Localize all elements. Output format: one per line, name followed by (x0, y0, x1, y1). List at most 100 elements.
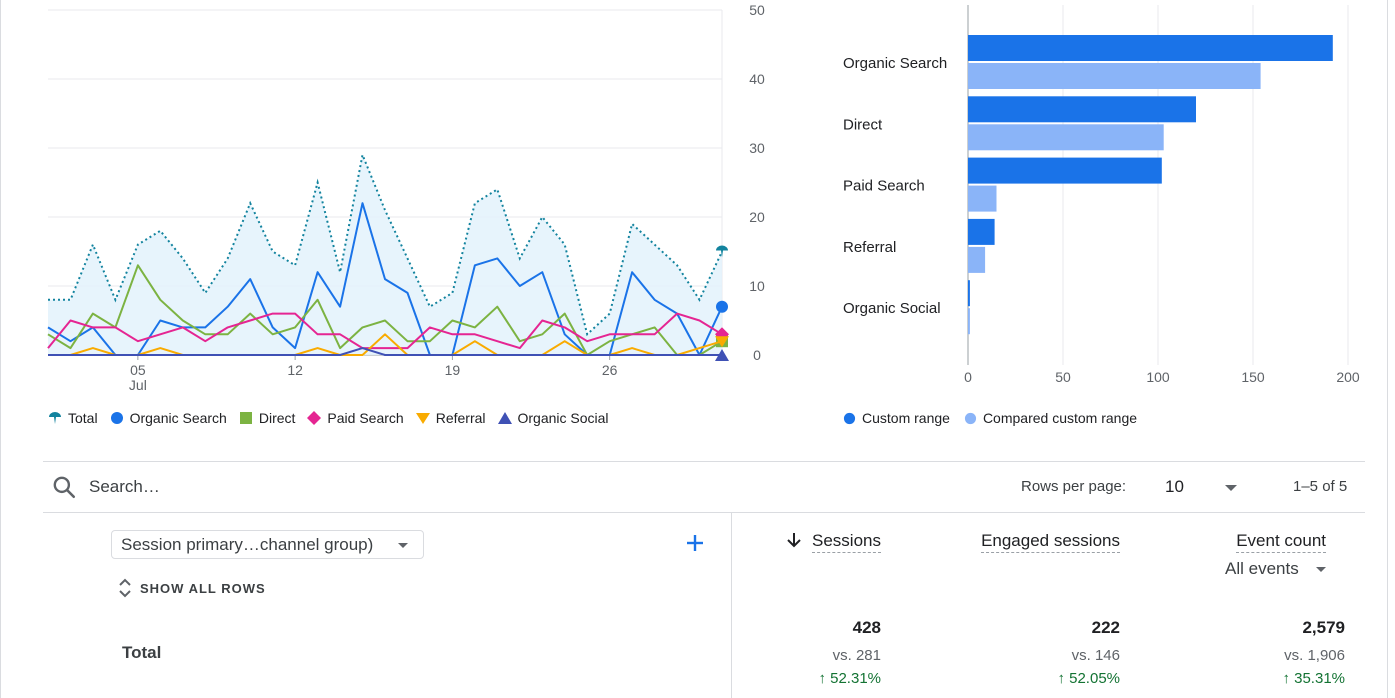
sessions-header-label: Sessions (812, 531, 881, 553)
rows-per-page-select[interactable]: 10 (1165, 477, 1184, 496)
series-end-marker (716, 245, 728, 258)
bar-compared[interactable] (968, 308, 970, 335)
legend-item-organic-search[interactable]: Organic Search (110, 410, 227, 426)
x-tick-label: 05 (130, 362, 146, 378)
legend-label: Paid Search (327, 410, 404, 426)
rows-per-page-label: Rows per page: (1021, 478, 1127, 495)
search-input[interactable] (89, 477, 389, 497)
legend-item-direct[interactable]: Direct (239, 410, 296, 426)
table-column-divider (731, 513, 732, 698)
legend-marker-icon (49, 412, 61, 424)
legend-label: Referral (435, 410, 486, 426)
engaged-sessions-total-value: 222 (1091, 618, 1120, 637)
category-label: Organic Social (843, 300, 941, 317)
bar-compared[interactable] (968, 124, 1164, 151)
series-end-marker (715, 336, 729, 348)
arrow-up-icon: ↑ (1057, 670, 1070, 687)
dimension-select[interactable]: Session primary…channel group) (111, 530, 424, 559)
bar-custom[interactable] (968, 157, 1162, 184)
event-count-total-value: 2,579 (1302, 618, 1345, 637)
bar-compared[interactable] (968, 185, 997, 212)
x-tick-label: 100 (1146, 369, 1170, 385)
category-label: Direct (843, 116, 883, 133)
total-row-label: Total (122, 643, 162, 662)
x-tick-label: 50 (1055, 369, 1071, 385)
caret-down-icon[interactable] (1224, 484, 1238, 492)
y-tick-label: 40 (749, 71, 765, 87)
show-all-rows-button[interactable]: SHOW ALL ROWS (118, 578, 266, 598)
column-header-engaged-sessions[interactable]: Engaged sessions (960, 531, 1120, 553)
arrow-down-icon (787, 533, 801, 548)
legend-label: Organic Search (129, 410, 227, 426)
legend-label: Compared custom range (982, 410, 1138, 426)
sessions-change-value: 52.31% (830, 670, 881, 687)
x-tick-label: 150 (1241, 369, 1265, 385)
legend-item-referral[interactable]: Referral (415, 410, 486, 426)
legend-item-custom-range[interactable]: Custom range (843, 410, 950, 426)
category-label: Paid Search (843, 178, 925, 195)
series-line-paid-search (47, 312, 723, 350)
legend-marker-icon (307, 411, 322, 425)
x-tick-label: 200 (1336, 369, 1360, 385)
event-filter-select[interactable]: All events (1225, 559, 1327, 579)
x-tick-label: Jul (129, 377, 147, 393)
legend-label: Custom range (862, 410, 950, 426)
event-count-header-label: Event count (1236, 531, 1326, 553)
bar-custom[interactable] (968, 280, 970, 307)
legend-label: Direct (258, 410, 296, 426)
x-tick-label: 19 (445, 362, 461, 378)
x-tick-label: 12 (287, 362, 303, 378)
category-label: Referral (843, 239, 896, 256)
event-count-compare-value: vs. 1,906 (1284, 647, 1345, 664)
caret-down-icon (398, 543, 408, 548)
legend-item-paid-search[interactable]: Paid Search (307, 410, 404, 426)
legend-marker-icon (843, 412, 856, 424)
column-header-sessions[interactable]: Sessions (786, 531, 881, 553)
legend-item-organic-social[interactable]: Organic Social (497, 410, 609, 426)
y-tick-label: 30 (749, 140, 765, 156)
y-tick-label: 50 (749, 2, 765, 18)
bar-custom[interactable] (968, 96, 1196, 123)
dimension-select-value: Session primary…channel group) (121, 534, 374, 554)
y-tick-label: 20 (749, 209, 765, 225)
column-header-event-count[interactable]: Event count (1200, 531, 1326, 553)
arrow-up-icon: ↑ (1282, 670, 1295, 687)
bar-chart: 0 50 100 150 200 Organic Search Direct Paid Sea… (843, 5, 1360, 385)
line-chart-legend: Total Organic Search Direct Paid Search Refe… (48, 410, 621, 426)
frame-border-right (1387, 0, 1388, 698)
total-area (48, 154, 722, 355)
legend-item-total[interactable]: Total (48, 410, 98, 426)
legend-label: Organic Social (517, 410, 609, 426)
engaged-sessions-compare-value: vs. 146 (1071, 647, 1120, 664)
y-tick-label: 0 (753, 347, 761, 363)
sessions-compare-value: vs. 281 (832, 647, 881, 664)
arrow-up-icon: ↑ (818, 670, 831, 687)
table-toolbar: Rows per page: 10 1–5 of 5 (43, 462, 1365, 512)
category-label: Organic Search (843, 55, 947, 72)
bar-custom[interactable] (968, 218, 995, 245)
legend-marker-icon (239, 412, 252, 424)
add-icon[interactable] (684, 532, 706, 554)
bar-compared[interactable] (968, 63, 1261, 89)
search-icon (53, 476, 76, 499)
sessions-change: ↑ 52.31% (781, 670, 881, 687)
pagination-range: 1–5 of 5 (1293, 478, 1348, 495)
unfold-icon (119, 578, 131, 598)
x-tick-label: 26 (602, 362, 618, 378)
legend-marker-icon (497, 412, 512, 424)
bar-custom[interactable] (968, 35, 1333, 61)
series-line-organic-social (48, 347, 722, 356)
series-end-marker (715, 349, 729, 361)
event-count-change-value: 35.31% (1294, 670, 1345, 687)
y-tick-label: 10 (749, 278, 765, 294)
event-count-change: ↑ 35.31% (1245, 670, 1345, 687)
engaged-sessions-change: ↑ 52.05% (1020, 670, 1120, 687)
legend-item-compared-custom-range[interactable]: Compared custom range (964, 410, 1137, 426)
section-divider (43, 461, 1365, 462)
legend-label: Total (68, 410, 98, 426)
bar-compared[interactable] (968, 246, 986, 273)
series-line-direct (47, 264, 723, 356)
caret-down-icon (1315, 566, 1326, 572)
bar-chart-legend: Custom range Compared custom range (843, 410, 1151, 426)
